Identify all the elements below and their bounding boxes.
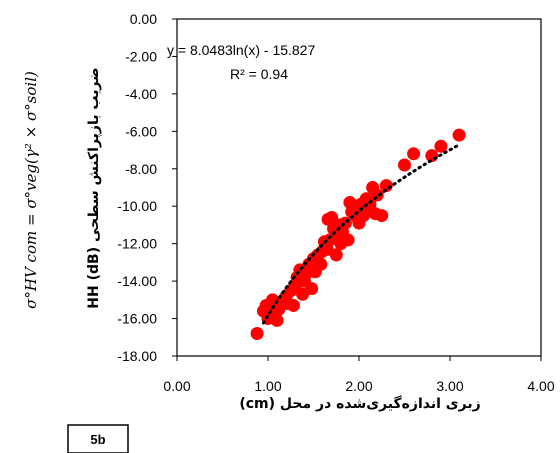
y-tick-label: 0.00 [130,11,157,27]
data-point [286,298,300,312]
trend-r-squared: R² = 0.94 [230,66,288,82]
data-point [341,233,355,247]
x-tick-label: 1.00 [254,378,281,394]
x-tick-label: 2.00 [345,378,372,394]
x-axis-ticks: 0.00 1.00 2.00 3.00 4.00 [163,356,555,394]
y-tick-label: -4.00 [125,86,157,102]
data-point [407,147,421,161]
y-tick-label: -16.00 [117,311,157,327]
y-tick-label: -12.00 [117,236,157,252]
side-formula: σ°HV com = σ°veg(γ² × σ°soil) [22,71,40,309]
data-points [250,128,466,341]
y-tick-label: -8.00 [125,161,157,177]
data-point [434,139,448,153]
panel-label: 5b [90,432,105,447]
x-axis-title: زبری اندازه‌گیری‌شده در محل (cm) [239,395,480,412]
x-tick-label: 0.00 [163,378,190,394]
data-point [452,128,466,142]
data-point [370,188,384,202]
data-point [329,248,343,262]
y-tick-label: -10.00 [117,198,157,214]
data-point [314,257,328,271]
y-tick-label: -6.00 [125,123,157,139]
data-point [305,282,319,296]
panel-label-box [67,424,129,453]
x-tick-label: 4.00 [527,378,554,394]
y-axis-title: ضریب بازپراکنش سطحی HH (dB) [86,67,102,308]
data-point [398,158,411,172]
data-point [270,313,284,327]
y-tick-label: -18.00 [117,348,157,364]
x-tick-label: 3.00 [436,378,463,394]
data-point [338,216,352,230]
data-point [375,209,389,223]
y-axis-ticks: 0.00 -2.00 -4.00 -6.00 -8.00 -10.00 -12.00 -14.… [117,11,177,364]
trendline [261,143,461,325]
y-tick-label: -2.00 [125,48,157,64]
y-tick-label: -14.00 [117,273,157,289]
trend-equation: y = 8.0483ln(x) - 15.827 [167,42,315,58]
data-point [250,327,264,341]
